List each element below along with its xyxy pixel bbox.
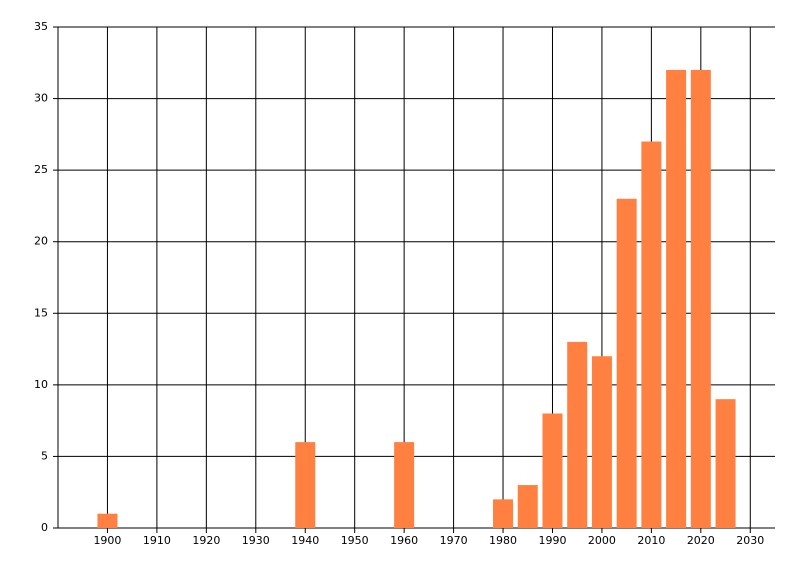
y-tick-label: 20: [34, 235, 48, 248]
bar: [295, 442, 316, 528]
bar: [97, 513, 118, 528]
x-tick-label: 1920: [192, 534, 220, 547]
y-tick-label: 30: [34, 92, 48, 105]
x-tick-label: 1950: [341, 534, 369, 547]
bar: [517, 485, 538, 528]
y-tick-label: 15: [34, 306, 48, 319]
x-tick-label: 1910: [143, 534, 171, 547]
x-tick-label: 1970: [440, 534, 468, 547]
bar: [394, 442, 415, 528]
bar: [567, 341, 588, 528]
y-tick-label: 0: [41, 521, 48, 534]
x-tick-label: 2020: [687, 534, 715, 547]
x-tick-label: 1930: [242, 534, 270, 547]
bar: [641, 141, 662, 528]
x-tick-label: 2030: [736, 534, 764, 547]
bar: [715, 399, 736, 528]
x-tick-label: 1960: [390, 534, 418, 547]
y-tick-label: 10: [34, 378, 48, 391]
bar: [690, 69, 711, 528]
bar: [666, 69, 687, 528]
bar: [542, 413, 563, 528]
x-tick-label: 2000: [588, 534, 616, 547]
x-tick-label: 1980: [489, 534, 517, 547]
x-tick-label: 1990: [538, 534, 566, 547]
bar: [616, 198, 637, 528]
x-tick-label: 2010: [637, 534, 665, 547]
bar: [493, 499, 514, 528]
bar: [591, 356, 612, 528]
x-tick-label: 1900: [93, 534, 121, 547]
x-tick-label: 1940: [291, 534, 319, 547]
y-tick-label: 5: [41, 449, 48, 462]
y-tick-label: 35: [34, 20, 48, 33]
y-tick-label: 25: [34, 163, 48, 176]
